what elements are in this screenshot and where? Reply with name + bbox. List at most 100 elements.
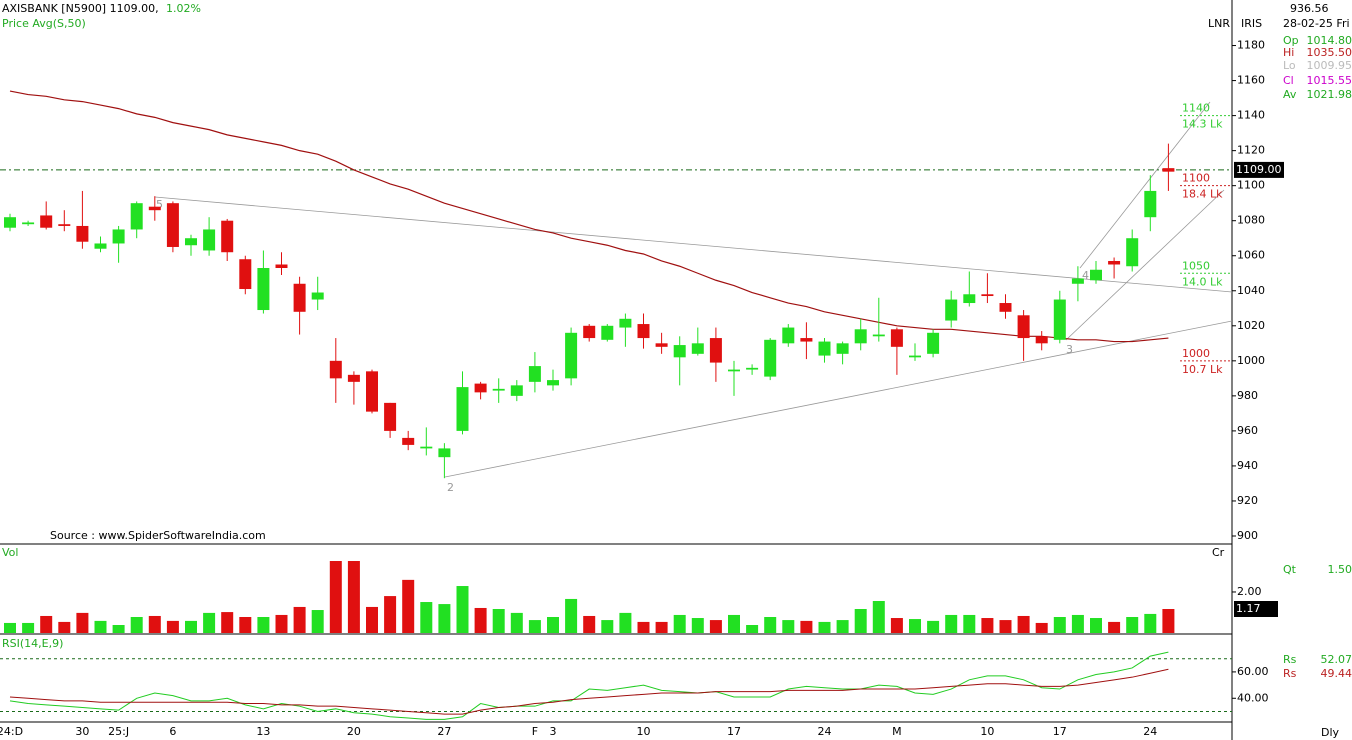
volume-bar bbox=[890, 618, 903, 633]
candle-body bbox=[402, 437, 415, 445]
y-tick-label: 1040 bbox=[1237, 284, 1265, 297]
volume-bar bbox=[257, 617, 270, 633]
y-tick-label: 60.00 bbox=[1237, 665, 1269, 678]
candle-body bbox=[257, 267, 270, 311]
channel-line bbox=[1079, 101, 1211, 269]
y-tick-label: 980 bbox=[1237, 389, 1258, 402]
rsi-last: 49.44 bbox=[1321, 667, 1352, 680]
candle-body bbox=[1162, 168, 1175, 172]
volume-bar bbox=[420, 602, 433, 633]
volume-bar bbox=[275, 614, 288, 633]
y-tick-label: 40.00 bbox=[1237, 691, 1269, 704]
volume-bar bbox=[1108, 621, 1121, 633]
wave-label: 4 bbox=[1082, 269, 1089, 282]
volume-bar bbox=[547, 617, 559, 633]
x-tick-label: 6 bbox=[169, 725, 176, 738]
level-price: 1100 bbox=[1182, 172, 1210, 185]
volume-bar bbox=[293, 606, 306, 633]
x-tick-label: 24 bbox=[1143, 725, 1157, 738]
volume-bar bbox=[203, 612, 216, 633]
volume-bar bbox=[185, 620, 197, 633]
scale: IRIS bbox=[1241, 17, 1262, 30]
volume-bar bbox=[1071, 614, 1084, 633]
candle-body bbox=[872, 334, 885, 337]
volume-bar bbox=[782, 620, 795, 633]
y-tick-label: 1000 bbox=[1237, 354, 1265, 367]
qty-key: Qt bbox=[1283, 563, 1297, 576]
candle-body bbox=[782, 327, 795, 344]
candle-body bbox=[40, 215, 53, 228]
volume-bar bbox=[800, 620, 813, 633]
volume-bar bbox=[528, 620, 541, 633]
info-rows: Op 1014.80 Hi 1035.50 Lo 1009.95 Cl 1015… bbox=[1283, 34, 1352, 101]
scale: LNR bbox=[1208, 17, 1230, 30]
symbol: AXISBANK [N5900] 1109.00, bbox=[2, 2, 159, 15]
level-price: 1050 bbox=[1182, 259, 1210, 272]
candle-body bbox=[420, 446, 433, 449]
candle-body bbox=[981, 294, 994, 297]
x-tick-label: M bbox=[892, 725, 902, 738]
info-key: Hi bbox=[1283, 46, 1294, 59]
volume-bar bbox=[492, 609, 505, 633]
candle-body bbox=[854, 329, 867, 344]
volume-bar bbox=[1144, 613, 1157, 633]
level-price: 1000 bbox=[1182, 347, 1210, 360]
last-price-label: 1109.00 bbox=[1236, 163, 1282, 176]
volume-bar bbox=[112, 625, 125, 633]
volume-bar bbox=[311, 610, 324, 633]
candle-body bbox=[166, 203, 179, 247]
info-key: Lo bbox=[1283, 59, 1296, 72]
x-tick-label: 10 bbox=[980, 725, 994, 738]
y-tick-label: 1180 bbox=[1237, 39, 1265, 52]
trend-line bbox=[444, 320, 1233, 478]
x-tick-label: 30 bbox=[75, 725, 89, 738]
volume-bar bbox=[456, 586, 469, 633]
rsi-last: 52.07 bbox=[1321, 653, 1352, 666]
last-volume-box bbox=[1234, 601, 1278, 617]
volume-bar bbox=[22, 622, 35, 633]
candle-body bbox=[655, 343, 668, 347]
candle-body bbox=[275, 264, 288, 268]
volume-bar bbox=[40, 615, 53, 633]
info-key: Av bbox=[1283, 88, 1297, 101]
moving-average bbox=[9, 90, 1169, 343]
candle-body bbox=[818, 341, 831, 356]
y-tick-label: 1060 bbox=[1237, 249, 1265, 262]
info-ltp: 936.56 bbox=[1290, 2, 1329, 15]
volume-bar bbox=[438, 604, 451, 633]
trend-line bbox=[154, 196, 1233, 293]
volume-bar bbox=[347, 561, 360, 633]
candle-body bbox=[347, 374, 360, 382]
volume-bar bbox=[239, 617, 252, 633]
volume-bar bbox=[728, 614, 740, 633]
change: 1.02% bbox=[166, 2, 201, 15]
x-tick-label: 3 bbox=[550, 725, 557, 738]
volume-bar bbox=[510, 612, 523, 633]
candle-body bbox=[890, 329, 903, 347]
level-qty: 14.3 Lk bbox=[1182, 118, 1223, 131]
y-tick-label: 1080 bbox=[1237, 214, 1265, 227]
candle-body bbox=[76, 225, 89, 242]
candle-body bbox=[1108, 260, 1121, 265]
candle-body bbox=[58, 224, 71, 226]
candle-body bbox=[112, 229, 125, 244]
candle-body bbox=[1126, 238, 1139, 267]
y-tick-label: 900 bbox=[1237, 529, 1258, 542]
candle-body bbox=[239, 259, 252, 290]
info-value: 1021.98 bbox=[1307, 88, 1352, 101]
candle-body bbox=[673, 345, 686, 358]
rsi-line bbox=[9, 668, 1169, 715]
last-price-box bbox=[1234, 161, 1284, 178]
volume-bar bbox=[691, 618, 704, 633]
volume-bar bbox=[384, 596, 397, 633]
y-tick-label: 960 bbox=[1237, 424, 1258, 437]
volume-bar bbox=[565, 598, 578, 633]
y-tick-label: 940 bbox=[1237, 459, 1258, 472]
volume-bar bbox=[366, 606, 378, 633]
rsi-legend: Rs bbox=[1283, 667, 1297, 680]
y-tick-label: 920 bbox=[1237, 494, 1258, 507]
x-tick-label: 17 bbox=[727, 725, 741, 738]
x-tick-label: 10 bbox=[637, 725, 651, 738]
rsi-title: RSI(14,E,9) bbox=[2, 637, 63, 650]
candle-body bbox=[22, 222, 35, 225]
